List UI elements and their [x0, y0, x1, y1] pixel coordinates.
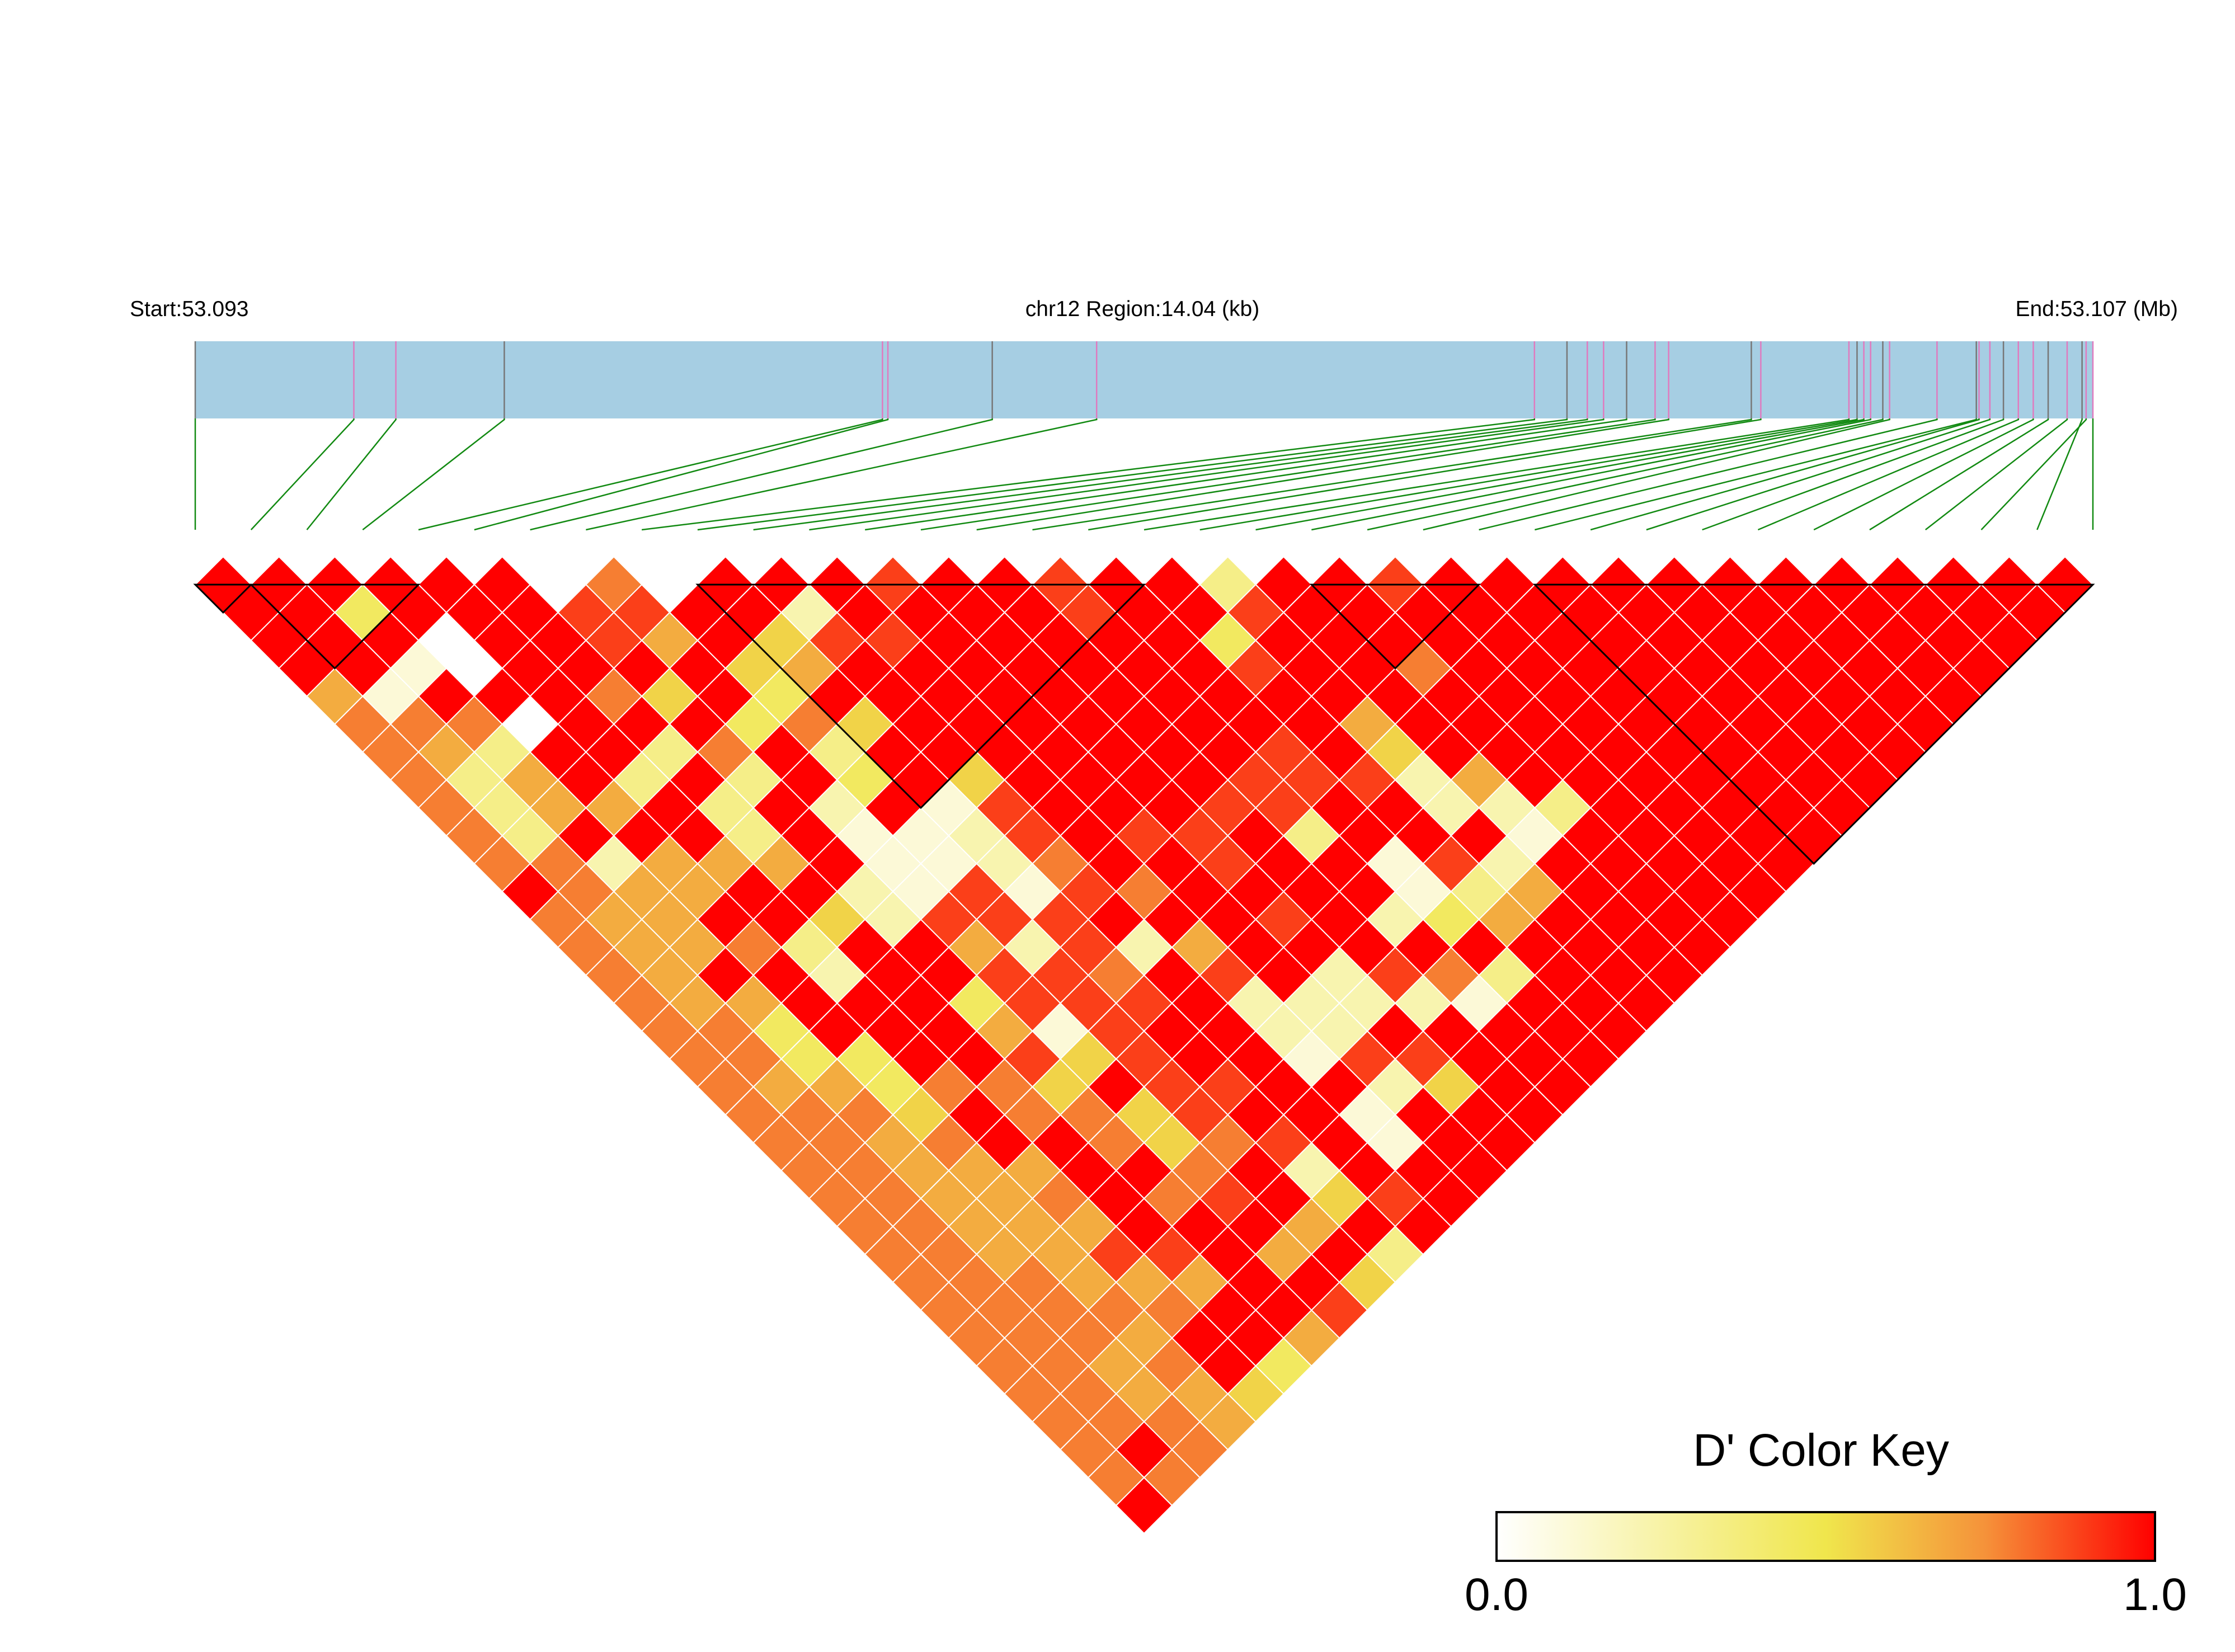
gene-region-bar [195, 341, 2093, 418]
snp-connector [1255, 418, 1865, 531]
snp-connector [1199, 418, 1858, 531]
snp-connector [2036, 418, 2083, 530]
haplotype-block [193, 583, 253, 614]
region-start-label: Start:53.093 [130, 297, 248, 321]
snp-connector [530, 418, 993, 531]
snp-connector [1590, 418, 1980, 531]
haplotype-block-outlines [193, 583, 2095, 865]
snp-connector [1702, 418, 2005, 531]
ld-cells [194, 556, 2094, 1535]
region-end-label: End:53.107 (Mb) [2015, 297, 2178, 321]
snp-connector [1144, 418, 1850, 531]
snp-connector [1311, 418, 1871, 531]
snp-connector [641, 418, 1536, 531]
snp-position-ticks [194, 341, 2094, 418]
snp-connector [1479, 418, 1938, 531]
snp-connector [306, 418, 397, 530]
snp-connector [753, 418, 1588, 531]
color-key-title: D' Color Key [1693, 1425, 1949, 1476]
snp-connector [1032, 418, 1752, 531]
color-key: D' Color Key 0.0 1.0 [1465, 1425, 2187, 1620]
snp-connector [976, 418, 1669, 531]
haplotype-block [249, 583, 421, 670]
snp-connector [864, 418, 1627, 531]
snp-connector [250, 418, 355, 530]
snp-connector [920, 418, 1656, 531]
snp-connector [1980, 418, 2087, 530]
snp-connector [1646, 418, 1991, 531]
region-title: chr12 Region:14.04 (kb) [1025, 297, 1259, 321]
color-key-min-label: 0.0 [1465, 1569, 1528, 1620]
color-key-gradient-bar [1495, 1511, 2156, 1562]
snp-connector [1423, 418, 1890, 531]
snp-connector-lines [194, 418, 2094, 531]
snp-connector [474, 418, 889, 531]
color-key-max-label: 1.0 [2123, 1569, 2187, 1620]
snp-connector [809, 418, 1605, 531]
ld-cell [1115, 1476, 1173, 1535]
snp-connector [1925, 418, 2068, 530]
haplotype-block [1309, 583, 1481, 670]
haplotype-block [695, 583, 1146, 809]
snp-connector [1367, 418, 1884, 531]
snp-connector [1813, 418, 2034, 531]
snp-connector [362, 418, 505, 530]
snp-connector [1535, 418, 1977, 531]
snp-connector [1869, 418, 2049, 531]
snp-connector [1757, 418, 2019, 531]
haplotype-block [1532, 583, 2095, 865]
snp-connector [1088, 418, 1762, 531]
snp-connector [418, 418, 883, 531]
snp-connector [586, 418, 1098, 531]
snp-connector [697, 418, 1568, 531]
